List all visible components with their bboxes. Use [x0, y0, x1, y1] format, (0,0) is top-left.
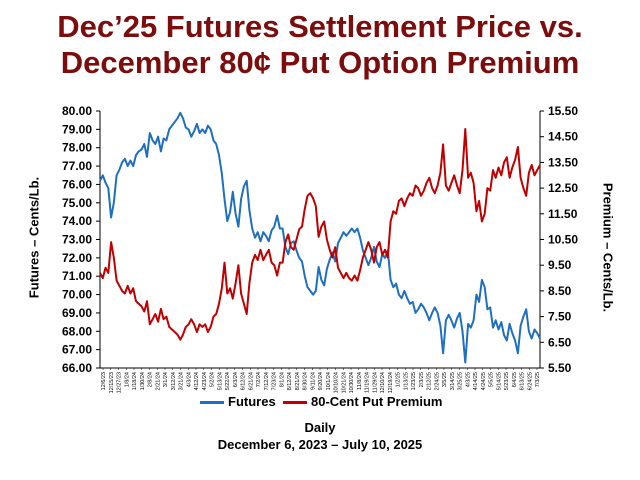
x-tick-label: 1/23/25 — [411, 372, 417, 390]
y-left-tick-label: 80.00 — [62, 104, 92, 118]
x-tick-label: 1/13/25 — [403, 372, 409, 390]
x-tick-label: 4/3/25 — [465, 372, 471, 387]
x-tick-label: 10/30/24 — [349, 372, 355, 393]
legend-item-put-premium: 80-Cent Put Premium — [283, 394, 442, 409]
x-tick-label: 6/24/25 — [527, 372, 533, 390]
x-tick-label: 8/30/24 — [303, 372, 309, 390]
y-right-tick-label: 12.50 — [548, 181, 578, 195]
y-left-tick-label: 66.00 — [62, 361, 92, 375]
y-left-tick-label: 73.00 — [62, 233, 92, 247]
x-tick-label: 2/24/25 — [434, 372, 440, 390]
x-tick-label: 3/12/24 — [171, 372, 177, 390]
legend-swatch-put-premium — [283, 401, 307, 405]
x-tick-label: 2/21/24 — [155, 372, 161, 390]
x-tick-label: 5/13/24 — [217, 372, 223, 390]
x-tick-label: 10/1/24 — [326, 372, 332, 390]
x-tick-label: 8/21/24 — [295, 372, 301, 390]
y-right-tick-label: 13.50 — [548, 155, 578, 169]
x-tick-label: 12/10/24 — [380, 372, 386, 393]
x-tick-label: 2/12/25 — [427, 372, 433, 390]
y-right-tick-label: 9.50 — [548, 258, 572, 272]
x-tick-label: 1/8/24 — [124, 372, 130, 387]
y-left-tick-label: 72.00 — [62, 251, 92, 265]
x-tick-label: 9/11/24 — [310, 372, 316, 390]
x-tick-label: 10/21/24 — [341, 372, 347, 393]
x-tick-label: 3/14/25 — [450, 372, 456, 390]
y-axis-right-label: Premium – Cents/Lb. — [600, 182, 616, 313]
x-tick-label: 6/13/25 — [520, 372, 526, 390]
y-right-tick-label: 15.50 — [548, 104, 578, 118]
x-tick-label: 1/18/24 — [132, 372, 138, 390]
series-line-futures — [99, 111, 541, 364]
x-axis-label: Daily — [304, 420, 336, 435]
chart-title-line2: December 80¢ Put Option Premium — [60, 45, 580, 80]
x-tick-label: 3/1/24 — [163, 372, 169, 387]
legend-item-futures: Futures — [200, 394, 276, 409]
x-tick-label: 3/25/25 — [458, 372, 464, 390]
x-tick-label: 4/3/24 — [186, 372, 192, 387]
x-tick-label: 6/21/24 — [248, 372, 254, 390]
x-tick-label: 1/2/25 — [396, 372, 402, 387]
x-tick-label: 11/19/24 — [365, 372, 371, 393]
x-tick-label: 8/12/24 — [287, 372, 293, 390]
y-left-tick-label: 79.00 — [62, 122, 92, 136]
x-tick-label: 7/3/25 — [535, 372, 541, 387]
x-tick-label: 6/4/25 — [512, 372, 518, 387]
y-left-tick-label: 78.00 — [62, 141, 92, 155]
y-axis-left-label: Futures – Cents/Lb. — [26, 176, 42, 299]
y-left-tick-label: 71.00 — [62, 269, 92, 283]
x-tick-label: 3/21/24 — [179, 372, 185, 390]
x-tick-label: 7/12/24 — [264, 372, 270, 390]
legend-label-put-premium: 80-Cent Put Premium — [311, 394, 443, 409]
y-left-tick-label: 75.00 — [62, 196, 92, 210]
legend-label-futures: Futures — [228, 394, 276, 409]
y-left-tick-label: 68.00 — [62, 324, 92, 338]
x-tick-label: 9/20/24 — [318, 372, 324, 390]
y-left-tick-label: 70.00 — [62, 288, 92, 302]
x-tick-label: 7/23/24 — [272, 372, 278, 390]
x-tick-label: 12/27/23 — [117, 372, 123, 393]
x-tick-label: 10/10/24 — [334, 372, 340, 393]
y-right-tick-label: 14.50 — [548, 130, 578, 144]
y-right-tick-label: 8.50 — [548, 284, 572, 298]
y-right-tick-label: 10.50 — [548, 233, 578, 247]
y-left-tick-label: 74.00 — [62, 214, 92, 228]
x-tick-label: 5/23/25 — [504, 372, 510, 390]
date-range: December 6, 2023 – July 10, 2025 — [217, 437, 423, 452]
x-tick-label: 8/1/24 — [279, 372, 285, 387]
y-left-tick-label: 76.00 — [62, 177, 92, 191]
y-left-tick-label: 77.00 — [62, 159, 92, 173]
x-tick-label: 3/5/25 — [442, 372, 448, 387]
y-left-tick-label: 67.00 — [62, 343, 92, 357]
y-right-tick-label: 7.50 — [548, 310, 572, 324]
x-tick-label: 6/12/24 — [241, 372, 247, 390]
x-tick-label: 5/2/24 — [210, 372, 216, 387]
x-tick-label: 4/14/25 — [473, 372, 479, 390]
chart-title-line1: Dec’25 Futures Settlement Price vs. — [57, 9, 583, 44]
x-tick-label: 5/22/24 — [225, 372, 231, 390]
x-tick-label: 5/14/25 — [496, 372, 502, 390]
x-tick-label: 12/19/24 — [388, 372, 394, 393]
x-tick-label: 4/23/24 — [202, 372, 208, 390]
x-tick-label: 4/12/24 — [194, 372, 200, 390]
x-tick-label: 6/3/24 — [233, 372, 239, 387]
x-tick-label: 11/8/24 — [357, 372, 363, 390]
x-tick-label: 2/3/25 — [419, 372, 425, 387]
legend-swatch-futures — [200, 401, 224, 405]
y-left-tick-label: 69.00 — [62, 306, 92, 320]
x-tick-label: 12/6/23 — [101, 372, 107, 390]
x-tick-label: 2/8/24 — [148, 372, 154, 387]
series-line-put-premium — [99, 128, 541, 341]
x-tick-label: 7/2/24 — [256, 372, 262, 387]
x-tick-label: 5/5/25 — [489, 372, 495, 387]
x-tick-label: 4/24/25 — [481, 372, 487, 390]
y-right-tick-label: 6.50 — [548, 335, 572, 349]
x-tick-label: 12/15/23 — [109, 372, 115, 393]
y-right-tick-label: 5.50 — [548, 361, 572, 375]
x-tick-label: 1/30/24 — [140, 372, 146, 390]
x-tick-label: 11/29/24 — [372, 372, 378, 393]
y-right-tick-label: 11.50 — [548, 207, 578, 221]
